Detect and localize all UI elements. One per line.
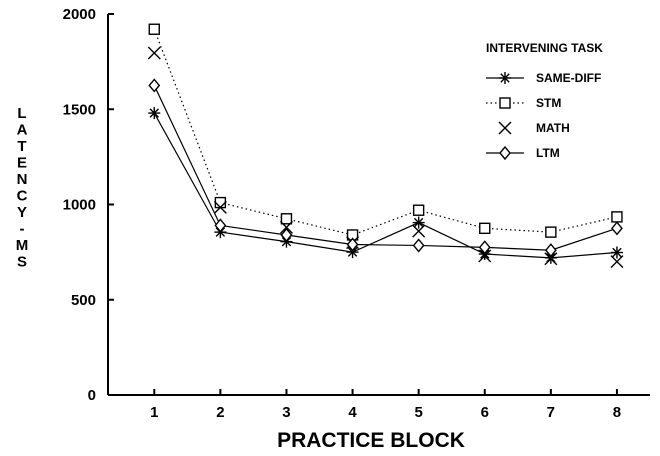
legend-entry-math: MATH — [498, 121, 570, 135]
series-line-same-diff — [153, 112, 617, 259]
x-tick-label: 4 — [348, 404, 357, 421]
data-point-math — [279, 220, 293, 234]
y-axis-title-letter: N — [17, 171, 28, 188]
data-point-ltm — [478, 240, 491, 255]
legend-marker-math — [498, 121, 512, 135]
x-tick-label: 2 — [216, 404, 224, 421]
y-tick-label: 500 — [71, 292, 96, 309]
x-tick-label: 8 — [613, 404, 621, 421]
y-axis-title-letter: L — [17, 105, 26, 122]
data-point-ltm — [280, 227, 293, 243]
series-line-ltm — [153, 85, 618, 251]
y-tick-label: 1500 — [63, 101, 96, 118]
legend-label-math: MATH — [536, 121, 570, 135]
y-axis-title-letter: T — [17, 138, 26, 155]
y-axis-title-letter: - — [20, 221, 25, 238]
legend-label-ltm: LTM — [536, 146, 560, 160]
data-point-ltm — [214, 218, 227, 233]
data-point-math — [147, 46, 161, 60]
x-axis-title: PRACTICE BLOCK — [277, 429, 465, 452]
y-tick-label: 0 — [88, 387, 96, 404]
y-axis-title-letter: Y — [17, 204, 27, 221]
data-point-stm — [611, 211, 623, 223]
x-tick-label: 5 — [414, 404, 422, 421]
x-tick-label: 3 — [282, 404, 290, 421]
x-tick-label: 6 — [481, 404, 489, 421]
data-point-math — [544, 252, 558, 266]
data-point-stm — [412, 204, 425, 216]
y-tick-label: 1000 — [63, 197, 96, 214]
legend-entry-stm: STM — [486, 96, 561, 110]
data-point-math — [478, 249, 492, 263]
chart-ticks: 0 500 1000 1500 2000 1 2 3 4 5 6 7 8 — [63, 6, 621, 421]
data-point-math — [412, 224, 426, 238]
data-point-ltm — [611, 221, 623, 236]
chart-series — [147, 23, 624, 269]
y-axis-title-letter: C — [17, 188, 28, 205]
legend-marker-same-diff — [499, 72, 511, 84]
x-tick-label: 1 — [150, 404, 158, 421]
series-line-stm — [153, 29, 618, 236]
data-point-math — [213, 200, 227, 214]
legend-entry-ltm: LTM — [486, 145, 560, 161]
series-ltm — [148, 78, 623, 258]
data-point-ltm — [544, 243, 557, 258]
legend-label-same-diff: SAME-DIFF — [536, 71, 601, 85]
data-point-same-diff — [610, 246, 623, 259]
y-axis-title-letter: M — [16, 237, 29, 254]
data-point-math — [610, 255, 624, 269]
y-tick-label: 2000 — [63, 6, 96, 23]
y-axis-title-letter: S — [17, 254, 27, 271]
y-axis-title-letter: A — [17, 122, 28, 139]
data-point-same-diff — [412, 216, 425, 229]
data-point-stm — [214, 196, 227, 209]
data-point-stm — [148, 23, 160, 35]
y-axis-title-letter: E — [17, 155, 27, 172]
data-point-ltm — [412, 238, 425, 253]
legend-label-stm: STM — [536, 96, 561, 110]
chart-legend: INTERVENING TASK SAME-DIFF STM MATH LTM — [486, 41, 603, 161]
data-point-same-diff — [148, 107, 161, 120]
data-point-stm — [479, 222, 491, 235]
legend-marker-ltm — [499, 145, 511, 161]
legend-title: INTERVENING TASK — [486, 41, 603, 55]
legend-entry-same-diff: SAME-DIFF — [486, 71, 601, 85]
x-tick-label: 7 — [547, 404, 555, 421]
legend-marker-stm — [499, 97, 511, 109]
data-point-ltm — [346, 237, 359, 252]
data-point-ltm — [148, 78, 161, 93]
data-point-stm — [545, 226, 557, 238]
data-point-stm — [280, 213, 293, 225]
data-point-same-diff — [346, 246, 359, 259]
